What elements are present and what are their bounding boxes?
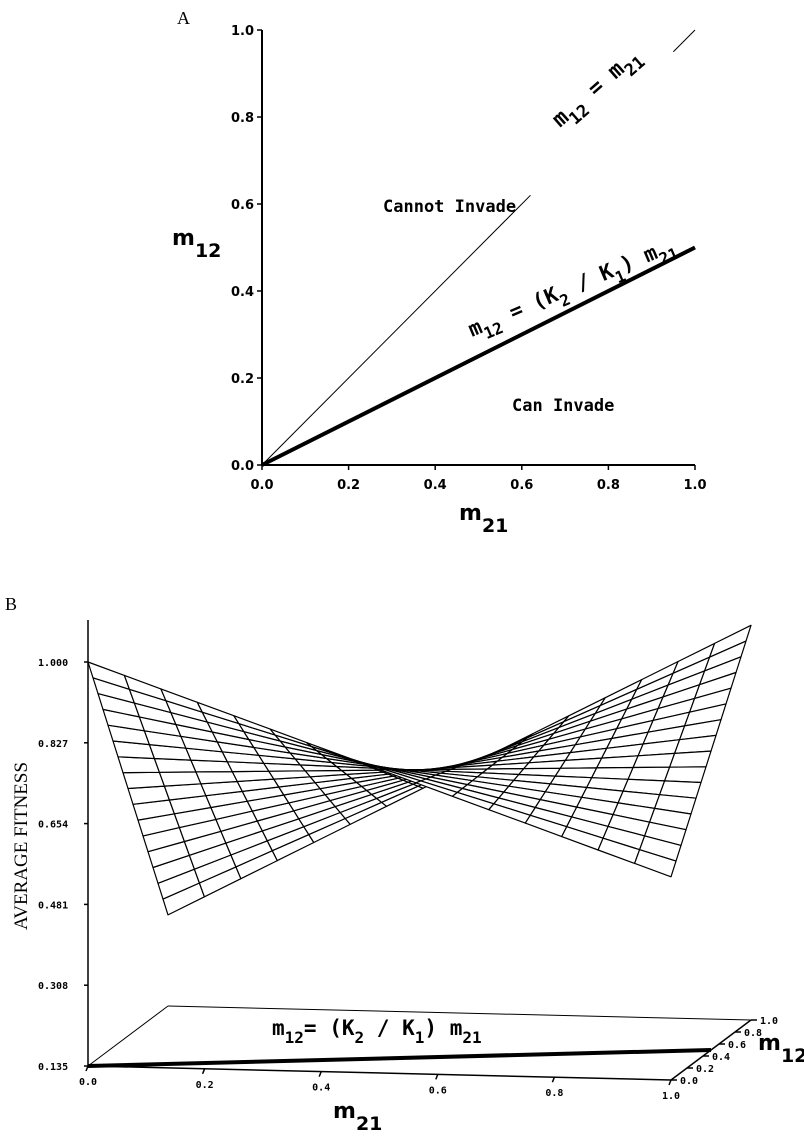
surface-cell	[596, 755, 639, 769]
y-tick-label: 0.8	[744, 1028, 762, 1039]
panel-a: A 0.0 0.2 0.4 0.6 0.8 1.0 0.00.20.40.60.81.0 …	[172, 8, 707, 537]
surface-cell	[158, 771, 202, 787]
panel-b-z-label: AVERAGE FITNESS	[11, 762, 32, 930]
x-tick-label: 0.0	[79, 1077, 97, 1088]
y-tick-label: 0.4	[231, 285, 254, 300]
z-tick-label: 0.654	[38, 820, 68, 831]
series-line-m12-equals-k-ratio-m21	[261, 245, 696, 467]
surface-cell	[231, 770, 275, 783]
x-tick-label: 0.2	[337, 478, 360, 493]
panel-b-y-label: m12	[758, 1031, 804, 1067]
series-line-m12-equals-m21	[261, 194, 531, 466]
y-tick-label: 1.0	[760, 1016, 778, 1027]
x-tick-label: 0.6	[510, 478, 533, 493]
floor-back-edge	[87, 1005, 169, 1067]
x-tick-mark	[201, 1068, 206, 1075]
z-tick-label: 0.308	[38, 981, 68, 992]
x-tick-label: 0.2	[196, 1080, 214, 1091]
y-tick-label: 0.2	[696, 1064, 714, 1075]
x-tick-mark	[668, 1079, 672, 1086]
x-tick-label: 0.8	[545, 1088, 563, 1099]
panel-a-x-ticks: 0.0 0.2 0.4 0.6 0.8 1.0	[250, 465, 707, 493]
y-tick-label: 0.0	[680, 1076, 698, 1087]
floor-far-edge	[167, 1005, 752, 1021]
panel-b-label: B	[5, 594, 17, 614]
y-tick-label: 0.4	[712, 1052, 730, 1063]
panel-b-surface	[87, 624, 752, 916]
panel-b: B AVERAGE FITNESS 1.000 0.827 0.654 0.481 0.…	[5, 594, 804, 1135]
surface-cell	[663, 766, 707, 784]
x-tick-label: 0.6	[429, 1085, 447, 1096]
y-tick-label: 0.8	[231, 111, 254, 126]
panel-a-x-label: m21	[459, 501, 508, 537]
x-tick-label: 0.4	[424, 478, 447, 493]
x-tick-label: 0.8	[597, 478, 620, 493]
surface-cell	[632, 752, 676, 769]
z-tick-label: 0.135	[38, 1062, 68, 1073]
y-tick-label: 0.6	[231, 198, 254, 213]
panel-a-line1-label: m12 = m21	[548, 43, 650, 137]
y-tick-label: 1.0	[231, 24, 254, 39]
x-axis-line	[87, 1065, 672, 1081]
x-tick-label: 0.0	[250, 478, 273, 493]
floor-line-m12-equals-k-ratio-m21	[87, 1048, 712, 1068]
x-tick-label: 0.4	[312, 1083, 330, 1094]
panel-b-floor-line-label: m12= (K2 / K1) m21	[272, 1016, 482, 1047]
surface-cell	[633, 849, 677, 878]
x-tick-label: 1.0	[683, 478, 706, 493]
x-tick-label: 1.0	[662, 1091, 680, 1102]
x-tick-mark	[318, 1071, 322, 1077]
y-tick-label: 0.6	[728, 1040, 746, 1051]
x-tick-mark	[85, 1065, 89, 1072]
panel-b-x-label: m21	[333, 1099, 382, 1135]
panel-a-label: A	[177, 8, 190, 28]
y-tick-label: 0.2	[231, 372, 254, 387]
series-line-m12-equals-m21	[672, 29, 696, 53]
panel-a-y-label: m12	[172, 226, 221, 262]
panel-b-z-ticks: 1.000 0.827 0.654 0.481 0.308 0.135	[38, 658, 88, 1073]
z-tick-label: 0.827	[38, 739, 68, 750]
panel-b-x-ticks: 0.0 0.2 0.4 0.6 0.8 1.0	[79, 1065, 680, 1102]
panel-a-cannot-invade-label: Cannot Invade	[383, 197, 516, 217]
surface-cell	[668, 750, 712, 768]
surface-cell	[122, 771, 165, 790]
panel-a-can-invade-label: Can Invade	[512, 396, 614, 416]
panel-a-series	[261, 29, 696, 467]
panel-b-y-ticks: 0.00.20.40.60.81.0	[671, 1016, 778, 1087]
z-tick-label: 0.481	[38, 900, 68, 911]
surface-cell	[195, 770, 238, 785]
panel-a-line2-label: m12 = (K2 / K1) m21	[465, 233, 682, 348]
x-tick-mark	[435, 1074, 439, 1080]
panel-a-y-ticks: 0.0 0.2 0.4 0.6 0.8 1.0	[231, 24, 262, 474]
panel-b-floor-line	[87, 1048, 712, 1068]
x-tick-mark	[551, 1076, 556, 1083]
surface-cell	[627, 766, 671, 782]
y-tick-label: 0.0	[231, 459, 254, 474]
surface-cell	[117, 756, 160, 774]
z-tick-label: 1.000	[38, 658, 68, 669]
